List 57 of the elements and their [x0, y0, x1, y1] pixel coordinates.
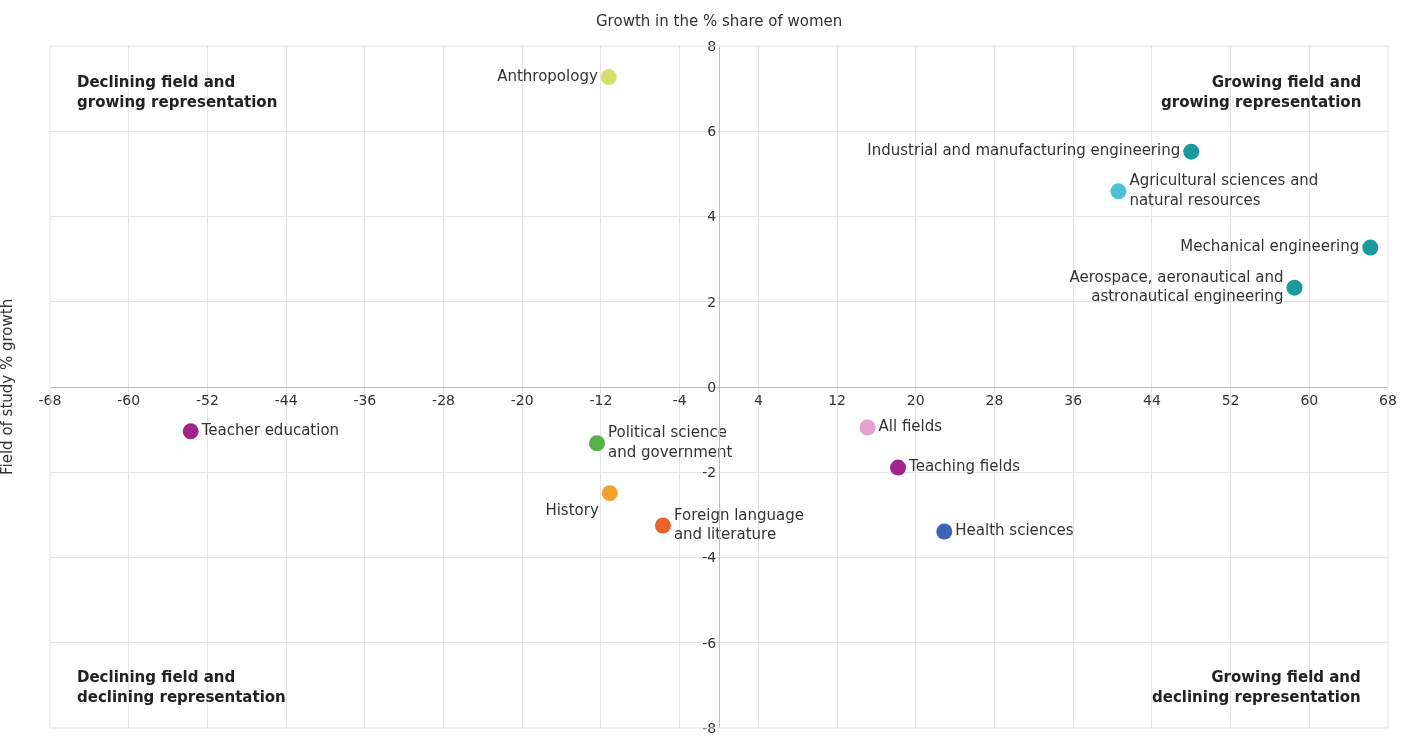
point — [601, 485, 618, 502]
x-tick-label: -20 — [510, 391, 534, 408]
series-label: History — [545, 501, 599, 520]
series-label: All fields — [878, 417, 943, 436]
x-tick-label: 60 — [1300, 391, 1319, 408]
point — [890, 459, 907, 476]
point — [1183, 143, 1200, 160]
y-tick-label: 4 — [707, 208, 717, 225]
x-tick-label: 12 — [828, 391, 846, 408]
series-label: Anthropology — [497, 66, 598, 85]
x-tick-label: -28 — [432, 391, 455, 408]
y-tick-label: -6 — [702, 634, 717, 651]
y-tick-label: 6 — [707, 123, 717, 140]
y-tick-label: 8 — [707, 37, 717, 54]
point — [859, 419, 876, 436]
x-tick-label: 28 — [985, 391, 1004, 408]
point — [182, 423, 199, 440]
series-label: Industrial and manufacturing engineering — [867, 141, 1181, 160]
point — [589, 435, 606, 452]
series-label: Teaching fields — [908, 457, 1021, 476]
x-tick-label: 44 — [1142, 391, 1161, 408]
series-label: Political science and government — [608, 423, 733, 461]
point — [600, 69, 617, 86]
point — [936, 523, 953, 540]
x-axis-title: Growth in the % share of women — [596, 12, 843, 30]
series-label: Mechanical engineering — [1180, 237, 1360, 256]
y-axis-title: Field of study % growth — [0, 298, 16, 475]
x-tick-label: -44 — [274, 391, 298, 408]
x-tick-label: -36 — [353, 391, 377, 408]
annotation: Growing field and growing representation — [1161, 73, 1362, 111]
y-tick-label: 2 — [707, 293, 717, 310]
annotation: Declining field and growing representation — [77, 73, 278, 111]
x-tick-label: -4 — [672, 391, 687, 408]
y-tick-label: -8 — [702, 719, 717, 736]
x-tick-label: -52 — [195, 391, 219, 408]
x-tick-label: -12 — [589, 391, 613, 408]
annotation: Declining field and declining representation — [77, 668, 286, 706]
series-label: Agricultural sciences and natural resources — [1129, 171, 1319, 209]
point — [1286, 279, 1303, 296]
x-tick-label: 4 — [753, 391, 763, 408]
x-tick-label: 68 — [1379, 391, 1397, 408]
point — [1362, 239, 1379, 256]
series-label: Teacher education — [200, 421, 340, 440]
y-tick-label: -4 — [702, 549, 717, 566]
x-tick-label: -68 — [38, 391, 62, 408]
series-label: Aerospace, aeronautical and astronautical engineering — [1069, 267, 1284, 306]
y-tick-label: 0 — [707, 378, 717, 395]
annotation: Growing field and declining representation — [1152, 668, 1361, 706]
series-label: Foreign language and literature — [673, 505, 805, 544]
series-label: Health sciences — [955, 521, 1074, 540]
point — [1110, 183, 1127, 200]
y-tick-label: -2 — [702, 464, 717, 481]
x-tick-label: -60 — [117, 391, 141, 408]
point — [654, 517, 671, 534]
x-tick-label: 36 — [1064, 391, 1083, 408]
x-tick-label: 52 — [1221, 391, 1240, 408]
x-tick-label: 20 — [906, 391, 925, 408]
